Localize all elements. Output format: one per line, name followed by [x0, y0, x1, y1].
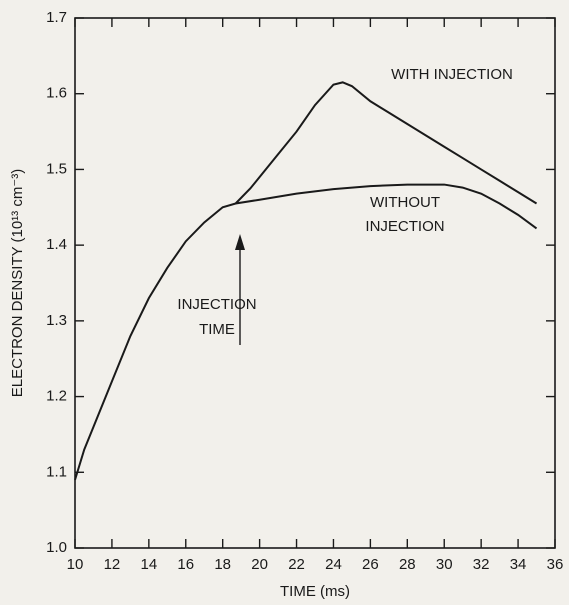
x-tick-label: 14: [141, 556, 158, 573]
series-line: [74, 183, 538, 481]
x-tick-label: 26: [362, 556, 379, 573]
series-label: WITHOUT INJECTION: [365, 194, 444, 235]
x-tick-label: 20: [251, 556, 268, 573]
y-tick-label: 1.6: [46, 85, 67, 102]
y-tick-label: 1.1: [46, 463, 67, 480]
x-axis-label: TIME (ms): [280, 583, 350, 600]
x-tick-label: 36: [547, 556, 564, 573]
x-tick-label: 22: [288, 556, 305, 573]
y-tick-label: 1.3: [46, 312, 67, 329]
x-tick-label: 16: [177, 556, 194, 573]
x-tick-label: 30: [436, 556, 453, 573]
x-tick-label: 10: [67, 556, 84, 573]
injection-annotation: INJECTION TIME: [177, 234, 257, 345]
x-tick-label: 18: [214, 556, 231, 573]
y-tick-label: 1.4: [46, 236, 67, 253]
series-line: [234, 81, 538, 205]
plot-frame: [74, 17, 556, 549]
x-tick-label: 34: [510, 556, 527, 573]
series-label: WITH INJECTION: [391, 66, 513, 83]
annotation: INJECTION TIME: [177, 296, 256, 338]
y-tick-label: 1.7: [46, 9, 67, 26]
y-axis-label: ELECTRON DENSITY (10¹³ cm⁻³): [9, 169, 26, 398]
x-tick-label: 12: [104, 556, 121, 573]
x-tick-label: 32: [473, 556, 490, 573]
arrow-head: [235, 234, 245, 250]
y-tick-label: 1.2: [46, 388, 67, 405]
x-tick-label: 24: [325, 556, 342, 573]
x-tick-label: 28: [399, 556, 416, 573]
y-tick-label: 1.5: [46, 160, 67, 177]
y-tick-label: 1.0: [46, 539, 67, 556]
